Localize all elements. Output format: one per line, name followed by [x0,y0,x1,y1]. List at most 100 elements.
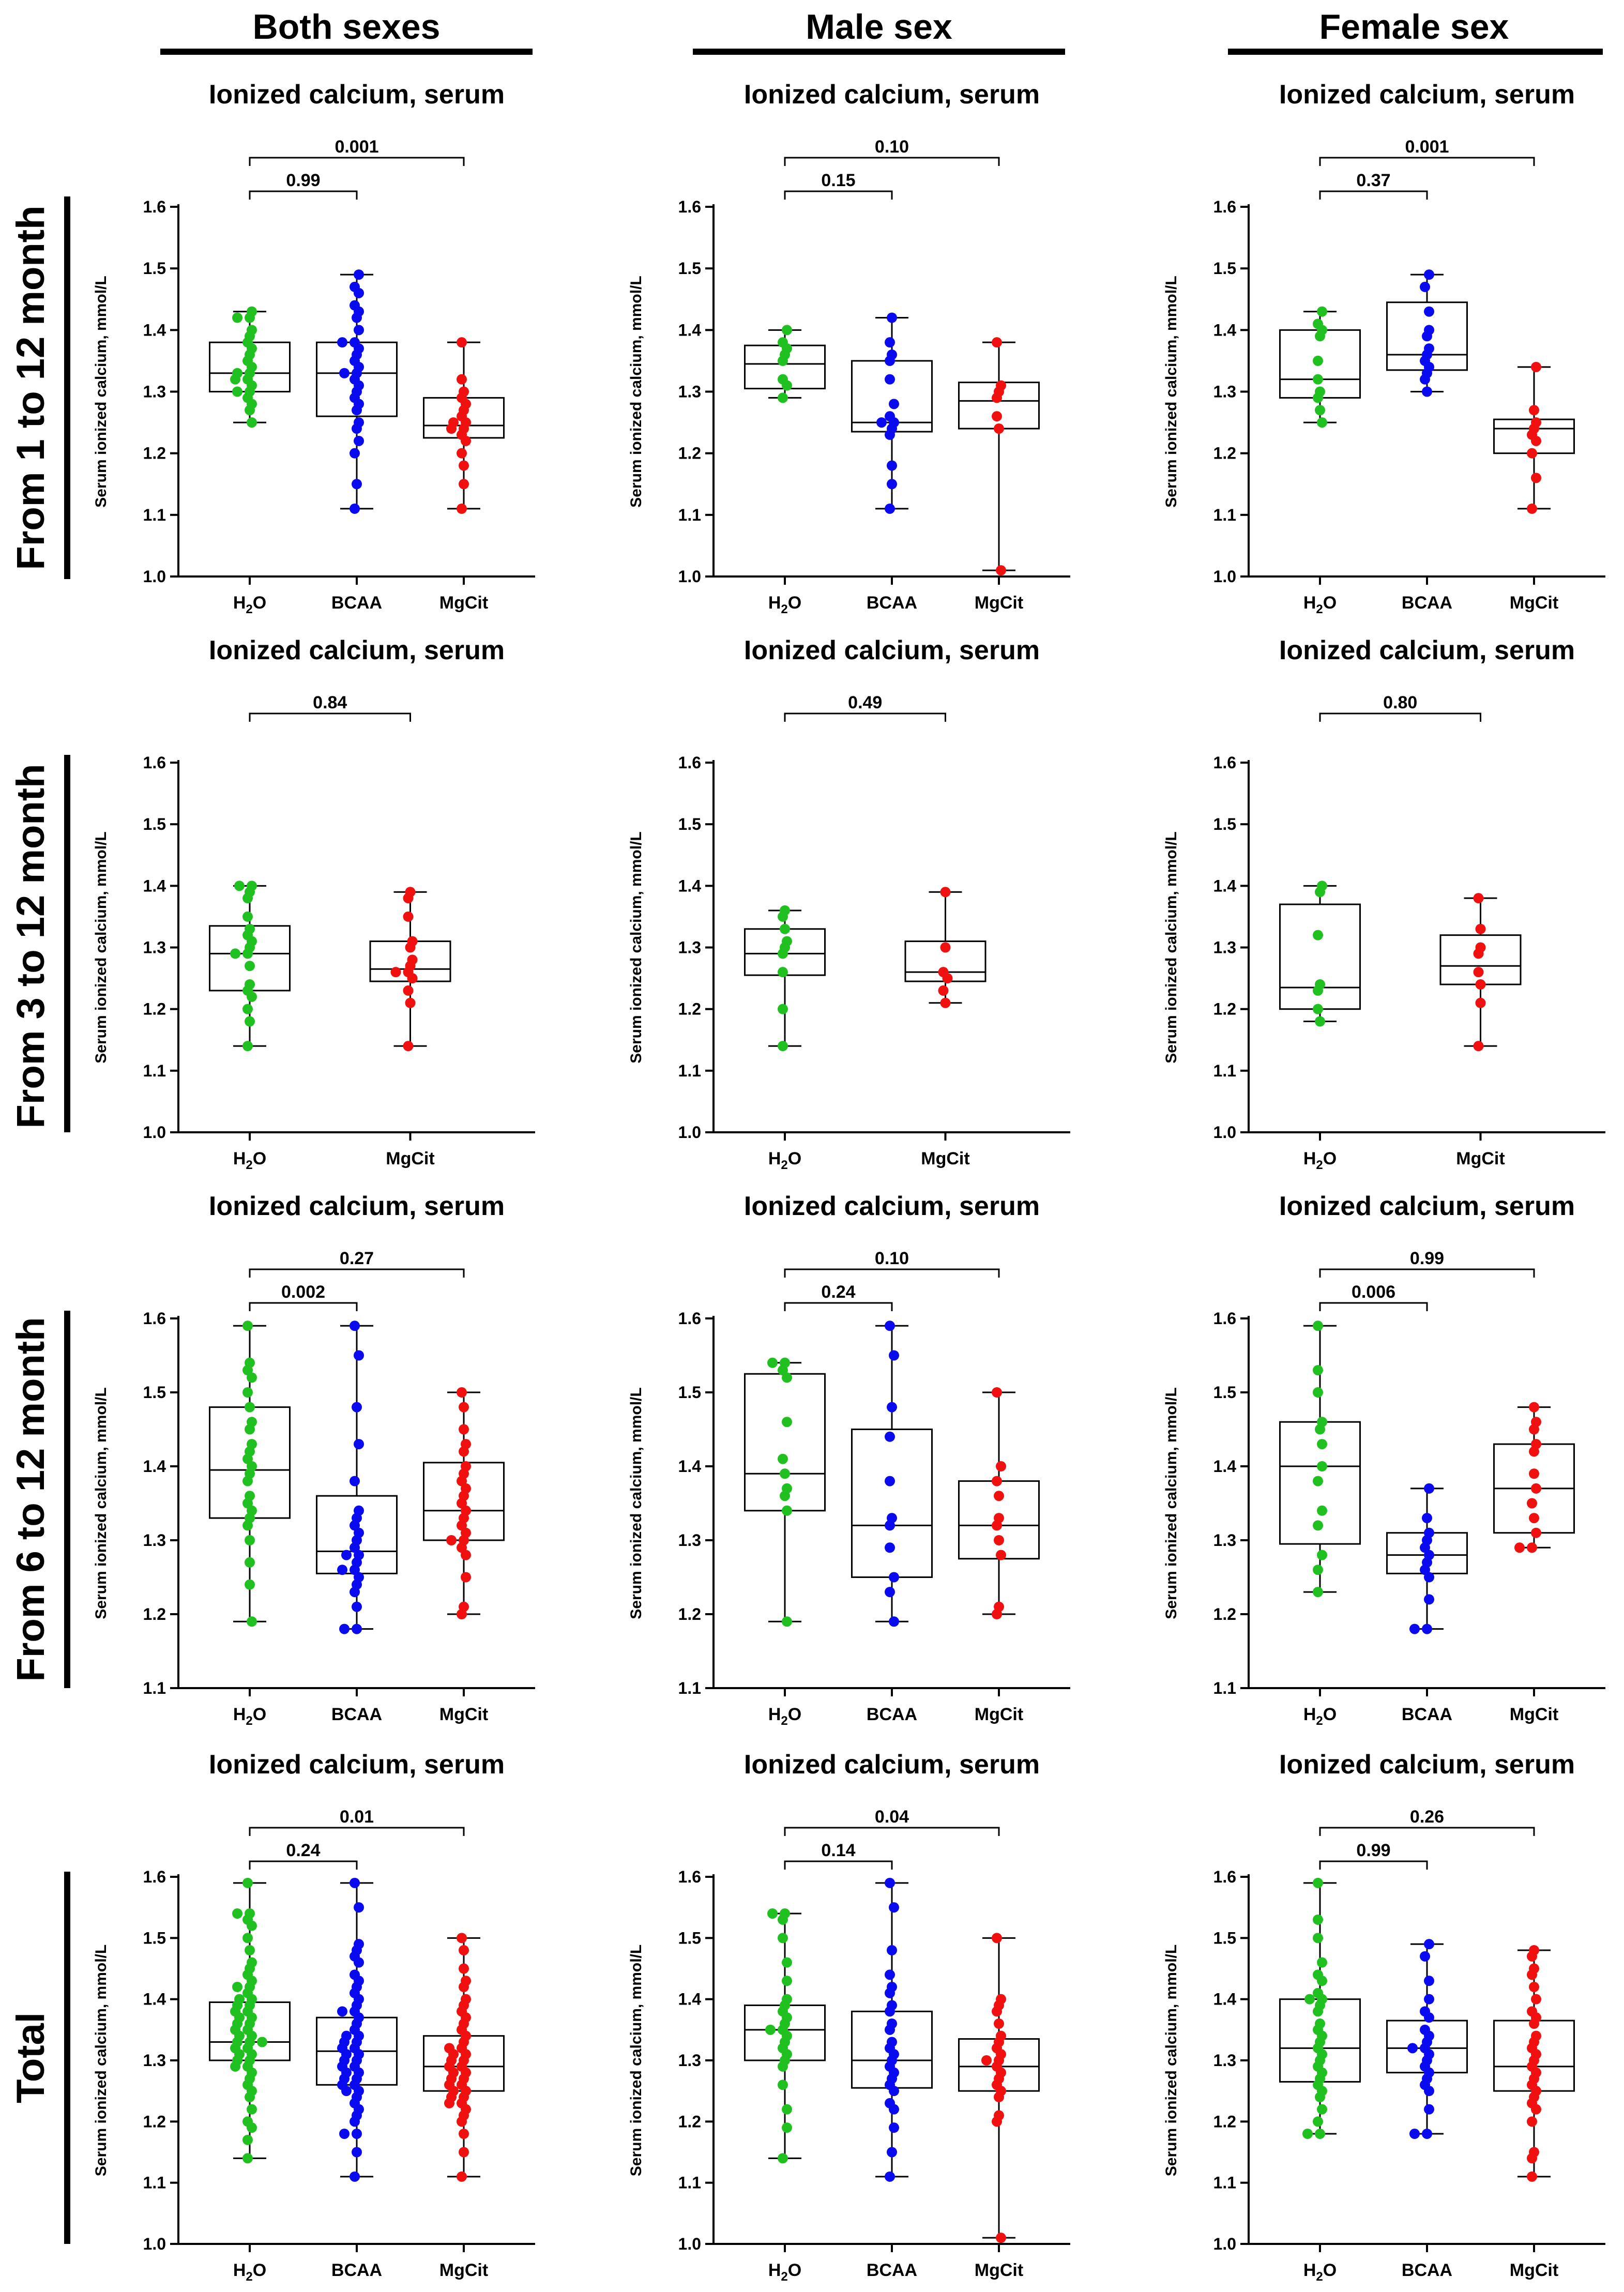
significance-bracket [784,190,893,200]
data-point [996,1461,1006,1471]
data-point [354,1505,364,1516]
x-tick-label: MgCit [439,1705,488,1724]
data-point [1313,1004,1323,1014]
data-point [245,1579,255,1590]
data-point [1409,1623,1420,1634]
data-point [232,312,242,323]
data-point [1317,881,1327,891]
data-point [1531,1527,1541,1538]
data-point [446,1535,457,1545]
data-point [1422,1513,1432,1524]
x-tick-label: MgCit [1510,593,1558,613]
significance-bracket [1319,1860,1428,1870]
data-point [940,997,951,1008]
data-point [459,1945,469,1955]
data-point [1313,1587,1323,1598]
p-value-label: 0.49 [848,693,882,712]
y-tick-label: 1.1 [1213,2174,1236,2192]
data-point [1475,923,1486,934]
data-point [1422,1623,1432,1634]
significance-bracket [784,1302,893,1311]
data-point [1514,1542,1525,1553]
data-point [992,1933,1002,1944]
data-point [1529,1468,1539,1479]
y-tick-label: 1.2 [678,1605,701,1623]
data-point [887,312,897,323]
data-point [245,923,255,934]
data-point [457,2171,467,2182]
y-tick-label: 1.1 [678,506,701,524]
data-point [889,1350,899,1361]
data-point [1420,281,1430,292]
data-point [1529,1513,1539,1524]
significance-bracket [249,157,465,166]
data-point [245,1557,255,1568]
column-header: Male sex [806,7,952,47]
y-tick-label: 1.5 [678,1383,701,1402]
data-point [1302,2129,1313,2139]
data-point [996,380,1006,391]
data-point [457,1387,467,1398]
data-point [444,2043,454,2054]
chart-panel: Ionized calcium, serum Serum ionized calc… [628,80,1070,616]
data-point [1313,318,1323,329]
data-point [1529,1945,1539,1955]
data-point [1313,1476,1323,1486]
chart-panel: Ionized calcium, serum Serum ionized calc… [1163,1750,1605,2284]
data-point [782,1616,792,1627]
data-point [354,269,364,280]
y-tick-label: 1.4 [1213,321,1237,339]
y-tick-label: 1.0 [143,2235,166,2253]
data-point [459,460,469,471]
column-header: Female sex [1319,7,1509,47]
y-tick-label: 1.6 [1213,1868,1236,1886]
panel-title: Ionized calcium, serum [209,80,505,110]
data-point [352,479,362,490]
row-label: Total [9,2012,53,2103]
data-point [992,337,1002,348]
y-tick-label: 1.3 [143,2051,166,2070]
y-tick-label: 1.4 [1213,876,1237,895]
p-value-label: 0.24 [821,1282,855,1302]
y-tick-label: 1.6 [143,198,166,216]
data-point [782,936,792,947]
y-tick-label: 1.0 [678,1123,701,1142]
data-point [234,1994,245,2005]
y-tick-label: 1.5 [1213,815,1236,833]
data-point [1473,893,1484,904]
significance-bracket [784,1860,893,1870]
p-value-label: 0.99 [1410,1249,1444,1268]
data-point [257,2037,267,2047]
y-tick-label: 1.4 [143,1990,166,2009]
panel-title: Ionized calcium, serum [744,635,1040,665]
data-point [778,1453,788,1464]
data-point [994,1535,1004,1545]
y-tick-label: 1.2 [143,444,166,463]
data-point [885,1542,895,1553]
data-point [889,399,899,409]
significance-bracket [1319,157,1535,166]
data-point [885,1877,895,1888]
data-point [242,1933,253,1944]
data-point [778,1004,788,1014]
data-point [350,300,360,311]
y-axis-label: Serum ionized calcium, mmol/L [1163,1945,1180,2176]
y-axis-label: Serum ionized calcium, mmol/L [1163,276,1180,507]
y-tick-label: 1.3 [1213,383,1236,401]
data-point [1531,1483,1541,1494]
panel-title: Ionized calcium, serum [744,1750,1040,1780]
data-point [461,1994,471,2005]
data-point [885,1969,895,1980]
data-point [1529,405,1539,416]
data-point [247,417,257,428]
data-point [887,2147,897,2158]
chart-panel: Ionized calcium, serum Serum ionized calc… [628,1750,1070,2284]
data-point [940,887,951,898]
data-point [782,1957,792,1968]
data-point [889,1902,899,1913]
data-point [1313,930,1323,940]
x-tick-label: BCAA [867,2260,917,2280]
y-tick-label: 1.2 [143,1605,166,1623]
data-point [407,954,418,965]
significance-bracket [1319,1827,1535,1836]
